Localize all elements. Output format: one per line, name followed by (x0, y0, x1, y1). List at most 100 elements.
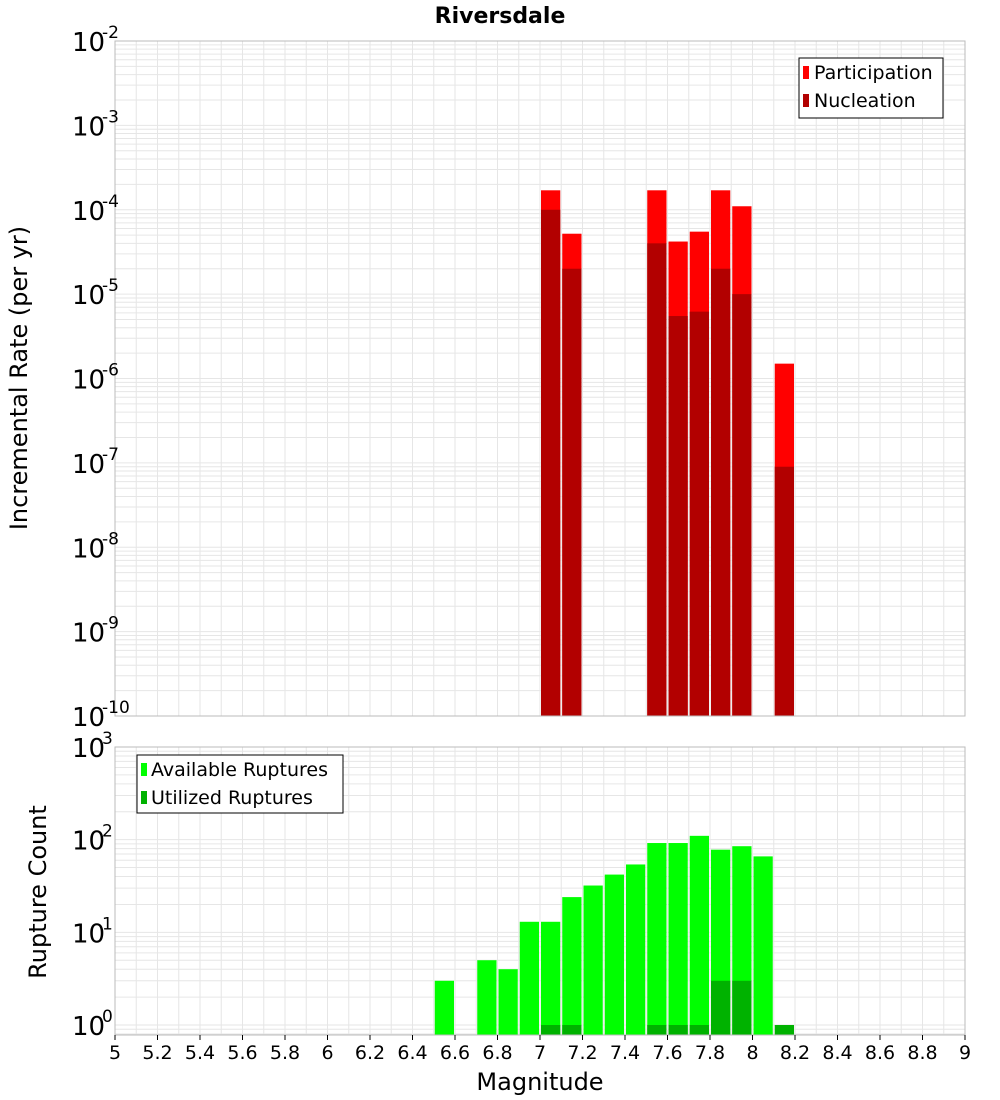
utilized-ruptures-bar (647, 1025, 667, 1035)
count-bars (434, 835, 794, 1035)
x-tick-label: 7.2 (567, 1042, 597, 1064)
rate-y-tick-exponent: -8 (102, 529, 119, 549)
count-y-tick-label: 10 (72, 827, 105, 857)
available-ruptures-bar (477, 960, 497, 1035)
nucleation-legend-swatch (803, 94, 809, 107)
utilized-legend-label: Utilized Ruptures (151, 787, 313, 809)
rate-y-tick-label: 10 (72, 619, 105, 649)
count-y-tick-exponent: 1 (102, 914, 113, 934)
nucleation-bar (668, 316, 688, 716)
rate-legend: Participation Nucleation (798, 57, 944, 119)
available-ruptures-bar (541, 921, 561, 1035)
utilized-ruptures-bar (668, 1025, 688, 1035)
count-legend: Available Ruptures Utilized Ruptures (136, 754, 344, 814)
x-tick-label: 7.8 (695, 1042, 725, 1064)
rate-y-tick-exponent: -3 (102, 107, 119, 127)
count-y-axis-label: Rupture Count (24, 805, 52, 979)
available-ruptures-bar (434, 980, 454, 1035)
utilized-ruptures-bar (562, 1025, 582, 1035)
rate-gridlines (114, 40, 966, 717)
count-y-tick-exponent: 0 (102, 1007, 113, 1027)
available-ruptures-bar (647, 843, 667, 1035)
x-tick-label: 8.8 (907, 1042, 937, 1064)
rate-y-ticks: 10-210-310-410-510-610-710-810-910-10 (72, 23, 130, 733)
x-axis-label: Magnitude (476, 1068, 603, 1096)
x-tick-label: 6 (321, 1042, 333, 1064)
nucleation-bar (711, 268, 731, 716)
x-tick-label: 6.8 (482, 1042, 512, 1064)
available-ruptures-bar (668, 843, 688, 1035)
rate-y-tick-label: 10 (72, 112, 105, 142)
available-ruptures-bar (604, 874, 624, 1035)
rate-y-tick-label: 10 (72, 281, 105, 311)
count-y-tick-exponent: 3 (102, 729, 113, 749)
nucleation-bar (647, 243, 667, 717)
count-legend-box (136, 754, 344, 814)
available-ruptures-bar (689, 835, 709, 1035)
rate-y-tick-label: 10 (72, 450, 105, 480)
rate-legend-box (798, 57, 944, 119)
x-tick-label: 5 (109, 1042, 121, 1064)
x-tick-label: 6.6 (440, 1042, 470, 1064)
available-ruptures-bar (498, 969, 518, 1035)
available-ruptures-bar (519, 921, 539, 1035)
nucleation-bar (541, 209, 561, 716)
x-tick-label: 8.2 (780, 1042, 810, 1064)
rate-bars (541, 190, 794, 717)
x-tick-label: 8.4 (822, 1042, 852, 1064)
rate-y-tick-exponent: -4 (102, 192, 119, 212)
rate-y-tick-exponent: -7 (102, 445, 119, 465)
count-y-tick-label: 10 (72, 919, 105, 949)
participation-legend-label: Participation (814, 62, 933, 84)
x-tick-label: 9 (959, 1042, 971, 1064)
rate-panel: 10-210-310-410-510-610-710-810-910-10 In… (5, 23, 966, 733)
rate-y-tick-exponent: -5 (102, 276, 119, 296)
count-y-tick-label: 10 (72, 1012, 105, 1042)
nucleation-bar (562, 268, 582, 716)
utilized-ruptures-bar (689, 1025, 709, 1035)
rate-plot-frame (114, 40, 966, 717)
nucleation-bar (732, 294, 752, 716)
x-tick-label: 5.2 (142, 1042, 172, 1064)
chart-title: Riversdale (435, 4, 566, 29)
rate-y-tick-label: 10 (72, 28, 105, 58)
x-tick-label: 5.4 (185, 1042, 215, 1064)
x-tick-label: 8 (746, 1042, 758, 1064)
utilized-ruptures-bar (711, 980, 731, 1035)
rate-y-tick-label: 10 (72, 366, 105, 396)
nucleation-bar (689, 311, 709, 716)
nucleation-bar (774, 466, 794, 716)
rate-y-tick-exponent: -2 (102, 23, 119, 43)
available-ruptures-bar (583, 885, 603, 1035)
nucleation-legend-label: Nucleation (814, 90, 916, 112)
rate-y-tick-exponent: -6 (102, 361, 119, 381)
rate-y-tick-label: 10 (72, 197, 105, 227)
utilized-legend-swatch (141, 791, 147, 804)
available-ruptures-bar (753, 856, 773, 1035)
x-tick-label: 7 (534, 1042, 546, 1064)
count-y-tick-label: 10 (72, 734, 105, 764)
x-tick-label: 6.2 (355, 1042, 385, 1064)
utilized-ruptures-bar (541, 1025, 561, 1035)
x-tick-label: 5.6 (227, 1042, 257, 1064)
x-tick-label: 6.4 (397, 1042, 427, 1064)
x-tick-label: 5.8 (270, 1042, 300, 1064)
x-tick-label: 8.6 (865, 1042, 895, 1064)
utilized-ruptures-bar (774, 1025, 794, 1035)
rate-y-tick-label: 10 (72, 703, 105, 733)
x-axis-ticks: 5 5.2 5.4 5.6 5.8 6 6.2 6.4 6.6 6.8 7 7.2 7.4 7.6 7.8 8… (109, 1035, 971, 1064)
available-ruptures-bar (562, 897, 582, 1035)
count-y-tick-exponent: 2 (102, 822, 113, 842)
rate-y-tick-exponent: -10 (102, 698, 130, 718)
rate-y-tick-label: 10 (72, 534, 105, 564)
available-legend-label: Available Ruptures (151, 759, 328, 781)
available-legend-swatch (141, 763, 147, 776)
x-tick-label: 7.4 (610, 1042, 640, 1064)
utilized-ruptures-bar (732, 980, 752, 1035)
rate-y-axis-label: Incremental Rate (per yr) (5, 226, 33, 530)
rate-y-tick-exponent: -9 (102, 614, 119, 634)
available-ruptures-bar (626, 864, 646, 1035)
